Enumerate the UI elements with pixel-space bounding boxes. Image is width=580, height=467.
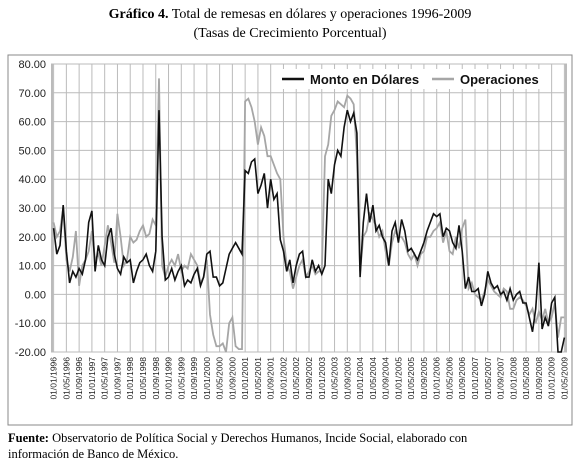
x-tick-label: 01/01/2003 xyxy=(317,357,327,400)
title-text: Total de remesas en dólares y operacione… xyxy=(172,7,472,22)
x-tick-label: 01/05/2001 xyxy=(253,357,263,400)
y-tick-label: 80.00 xyxy=(18,59,46,71)
x-tick-label: 01/05/2009 xyxy=(559,357,569,400)
x-tick-label: 01/09/2008 xyxy=(534,357,544,400)
x-tick-label: 01/01/2009 xyxy=(547,357,557,400)
chart-frame xyxy=(7,54,573,426)
chart-title: Gráfico 4. Total de remesas en dólares y… xyxy=(109,7,472,22)
x-tick-label: 01/01/2007 xyxy=(470,357,480,400)
y-tick-label: -20.00 xyxy=(15,347,46,359)
x-tick-label: 01/09/2002 xyxy=(304,357,314,400)
x-tick-label: 01/09/2003 xyxy=(342,357,352,400)
x-tick-label: 01/09/2005 xyxy=(419,357,429,400)
y-tick-label: 60.00 xyxy=(18,117,46,129)
x-tick-label: 01/01/2000 xyxy=(202,357,212,400)
y-tick-label: 40.00 xyxy=(18,174,46,186)
x-tick-label: 01/09/1997 xyxy=(112,357,122,400)
x-tick-label: 01/01/2005 xyxy=(393,357,403,400)
x-tick-label: 01/05/2005 xyxy=(406,357,416,400)
source-label: Fuente: xyxy=(8,431,49,445)
y-tick-label: 30.00 xyxy=(18,203,46,215)
x-tick-label: 01/01/1996 xyxy=(49,357,59,400)
x-tick-label: 01/09/1999 xyxy=(189,357,199,400)
x-tick-label: 01/01/2008 xyxy=(508,357,518,400)
chart-subtitle: (Tasas de Crecimiento Porcentual) xyxy=(193,26,386,41)
source-note: Fuente: Observatorio de Política Social … xyxy=(8,431,468,461)
x-tick-label: 01/09/2006 xyxy=(457,357,467,400)
x-tick-label: 01/05/1999 xyxy=(176,357,186,400)
x-tick-label: 01/09/1996 xyxy=(74,357,84,400)
source-text-2: información de Banco de México. xyxy=(8,447,178,461)
x-tick-label: 01/01/2004 xyxy=(355,357,365,400)
x-tick-label: 01/01/1997 xyxy=(87,357,97,400)
x-tick-label: 01/05/1997 xyxy=(100,357,110,400)
x-tick-label: 01/01/2002 xyxy=(278,357,288,400)
y-tick-label: 50.00 xyxy=(18,145,46,157)
legend-box xyxy=(276,69,546,89)
x-tick-label: 01/09/2001 xyxy=(266,357,276,400)
title-prefix: Gráfico 4. xyxy=(109,7,169,22)
x-tick-label: 01/05/1998 xyxy=(138,357,148,400)
x-tick-label: 01/05/2008 xyxy=(521,357,531,400)
x-tick-label: 01/09/2007 xyxy=(496,357,506,400)
x-tick-label: 01/01/2006 xyxy=(432,357,442,400)
legend-label: Monto en Dólares xyxy=(310,72,419,87)
x-tick-label: 01/01/2001 xyxy=(240,357,250,400)
x-tick-label: 01/05/2004 xyxy=(368,357,378,400)
y-tick-label: -10.00 xyxy=(15,318,46,330)
x-tick-label: 01/05/1996 xyxy=(61,357,71,400)
x-tick-label: 01/05/2002 xyxy=(291,357,301,400)
y-tick-label: 10.00 xyxy=(18,261,46,273)
series-line xyxy=(52,109,566,353)
source-text: Observatorio de Política Social y Derech… xyxy=(52,431,468,445)
x-tick-label: 01/09/2000 xyxy=(227,357,237,400)
x-tick-label: 01/05/2006 xyxy=(444,357,454,400)
y-tick-label: 0.00 xyxy=(25,289,46,301)
x-tick-label: 01/05/2003 xyxy=(330,357,340,400)
x-tick-label: 01/01/1998 xyxy=(125,357,135,400)
y-tick-label: 20.00 xyxy=(18,232,46,244)
x-tick-label: 01/01/1999 xyxy=(164,357,174,400)
legend-label: Operaciones xyxy=(460,72,539,87)
x-tick-label: 01/09/2004 xyxy=(381,357,391,400)
y-tick-label: 70.00 xyxy=(18,88,46,100)
x-tick-label: 01/05/2007 xyxy=(483,357,493,400)
x-tick-label: 01/09/1998 xyxy=(151,357,161,400)
x-tick-label: 01/05/2000 xyxy=(215,357,225,400)
